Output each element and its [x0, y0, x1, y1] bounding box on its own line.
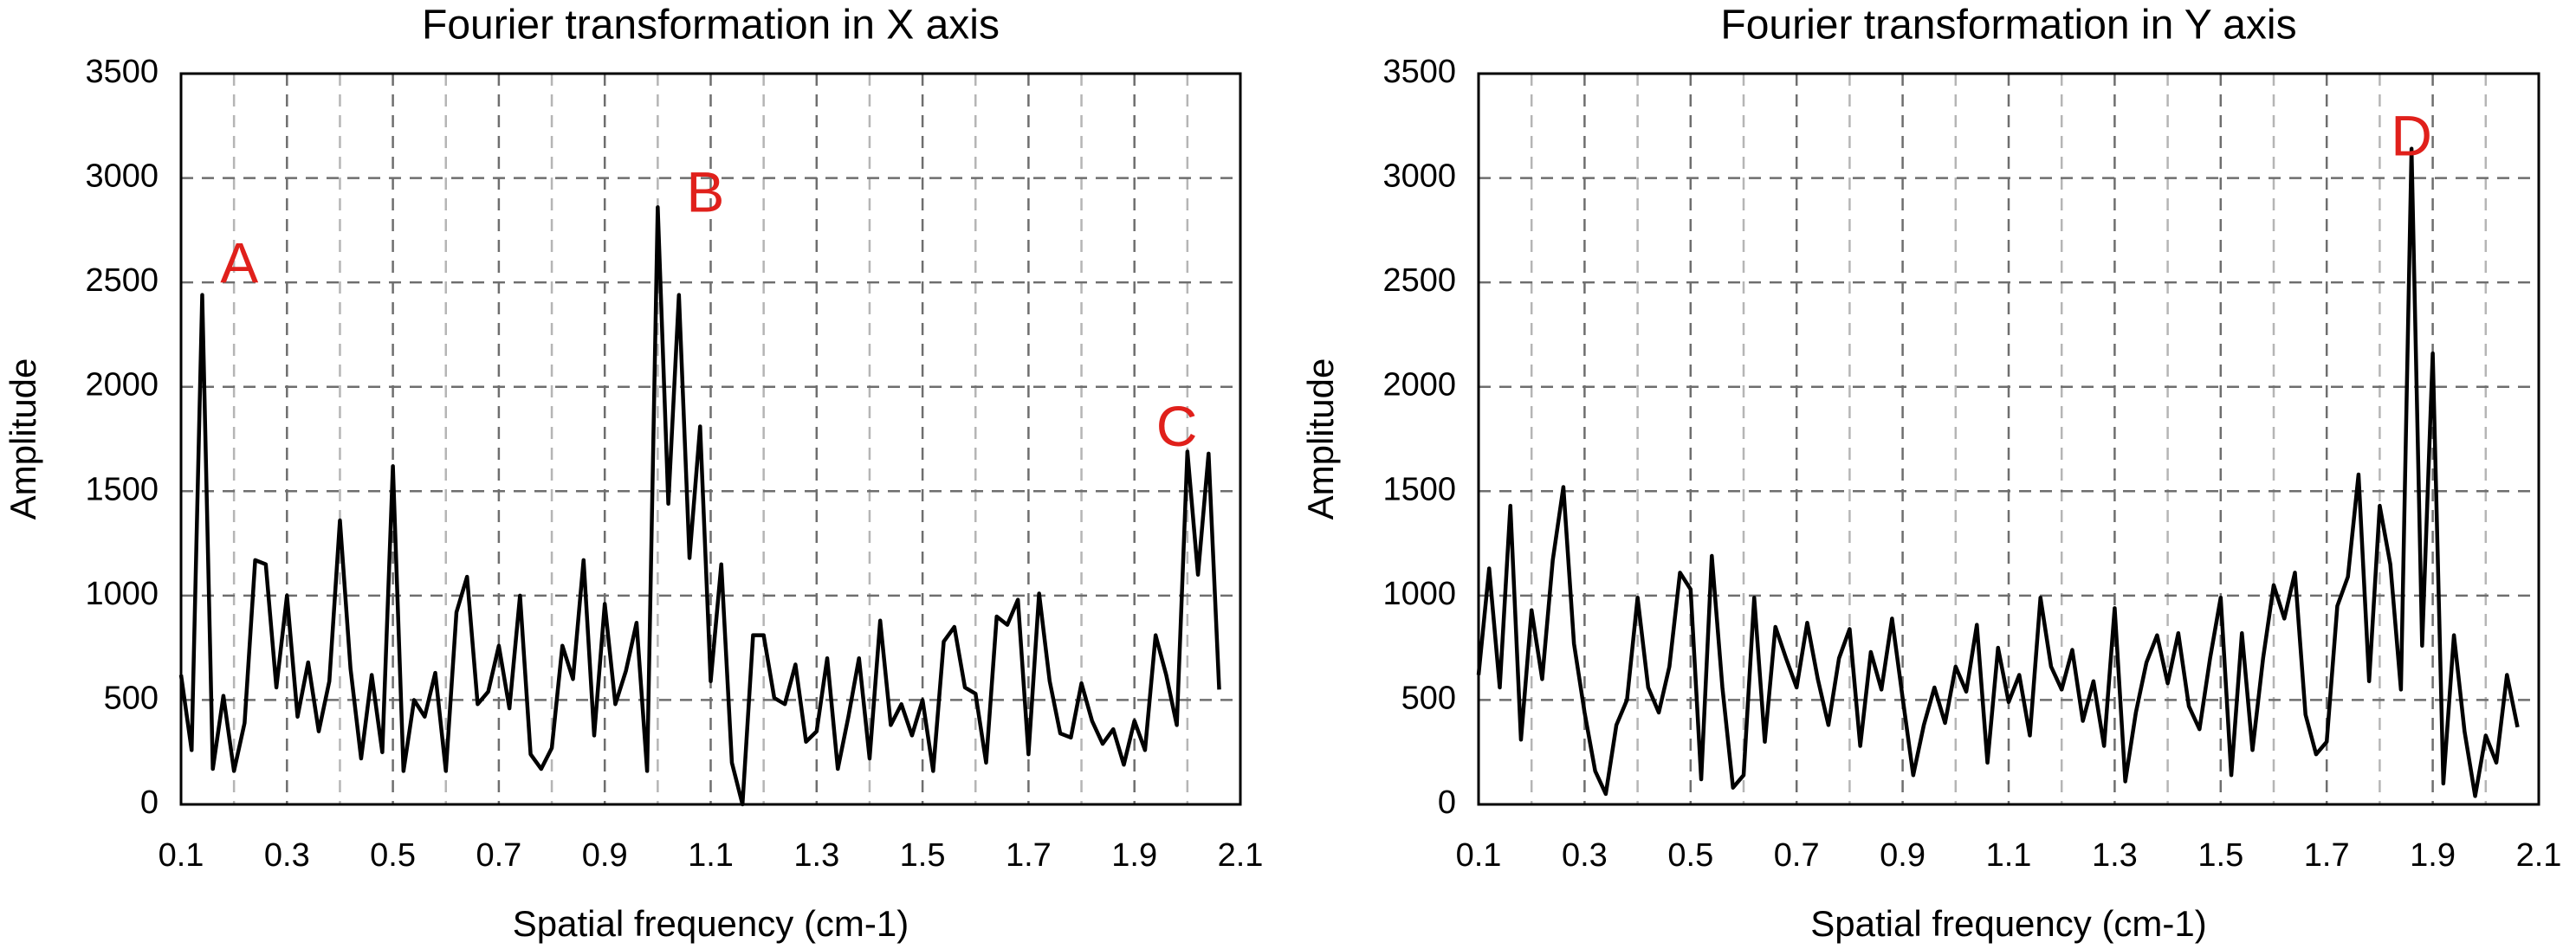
x-tick-label: 1.5: [900, 837, 946, 874]
x-tick-label: 1.7: [1006, 837, 1052, 874]
y-tick-label: 1500: [1382, 471, 1456, 507]
x-tick-label: 0.3: [264, 837, 310, 874]
x-tick-label: 1.5: [2197, 837, 2243, 874]
x-tick-label: 0.9: [1880, 837, 1926, 874]
y-tick-label: 3000: [85, 158, 159, 195]
x-tick-label: 1.1: [688, 837, 734, 874]
chart: Fourier transformation in X axis Spatial …: [3, 3, 1263, 944]
x-tick-label: 1.9: [1111, 837, 1157, 874]
annotation: D: [2391, 104, 2432, 168]
plot-frame: [1477, 72, 2540, 806]
x-tick-label: 1.9: [2410, 837, 2456, 874]
x-tick-label: 1.7: [2304, 837, 2350, 874]
plot-frame: [179, 72, 1242, 806]
y-tick-label: 3000: [1382, 158, 1456, 195]
x-axis-title: Spatial frequency (cm-1): [1810, 903, 2207, 944]
y-tick-label: 2000: [1382, 367, 1456, 403]
data-line: [1476, 146, 2520, 798]
y-axis-title: Amplitude: [1300, 358, 1341, 520]
x-axis-title: Spatial frequency (cm-1): [513, 903, 909, 944]
x-tick-label: 0.9: [582, 837, 628, 874]
y-tick-label: 3500: [85, 54, 159, 90]
y-axis-title: Amplitude: [3, 358, 43, 520]
x-tick-label: 2.1: [2516, 837, 2562, 874]
y-tick-label: 0: [1438, 784, 1456, 821]
x-tick-label: 0.5: [1667, 837, 1713, 874]
data-line: [178, 205, 1221, 807]
y-tick-label: 1000: [85, 576, 159, 612]
x-tick-label: 0.3: [1562, 837, 1608, 874]
y-tick-label: 2500: [1382, 262, 1456, 299]
x-tick-label: 0.7: [476, 837, 521, 874]
y-tick-label: 2500: [85, 262, 159, 299]
chart-title: Fourier transformation in Y axis: [1720, 3, 2296, 48]
chart-title: Fourier transformation in X axis: [422, 3, 1000, 48]
x-tick-label: 1.3: [793, 837, 839, 874]
x-tick-label: 0.1: [1456, 837, 1502, 874]
annotation: A: [220, 231, 258, 295]
x-tick-label: 1.1: [1986, 837, 2032, 874]
y-tick-label: 1500: [85, 471, 159, 507]
x-tick-label: 0.5: [370, 837, 416, 874]
y-tick-label: 1000: [1382, 576, 1456, 612]
y-tick-label: 500: [104, 680, 159, 716]
x-tick-label: 0.7: [1774, 837, 1820, 874]
x-tick-label: 0.1: [159, 837, 204, 874]
chart: Fourier transformation in Y axis Spatial …: [1300, 3, 2561, 944]
annotation: C: [1156, 394, 1198, 458]
y-tick-label: 2000: [85, 367, 159, 403]
y-tick-label: 500: [1401, 680, 1456, 716]
x-tick-label: 2.1: [1218, 837, 1264, 874]
y-tick-label: 0: [140, 784, 159, 821]
annotation: B: [686, 160, 724, 224]
x-tick-label: 1.3: [2092, 837, 2138, 874]
y-tick-label: 3500: [1382, 54, 1456, 90]
